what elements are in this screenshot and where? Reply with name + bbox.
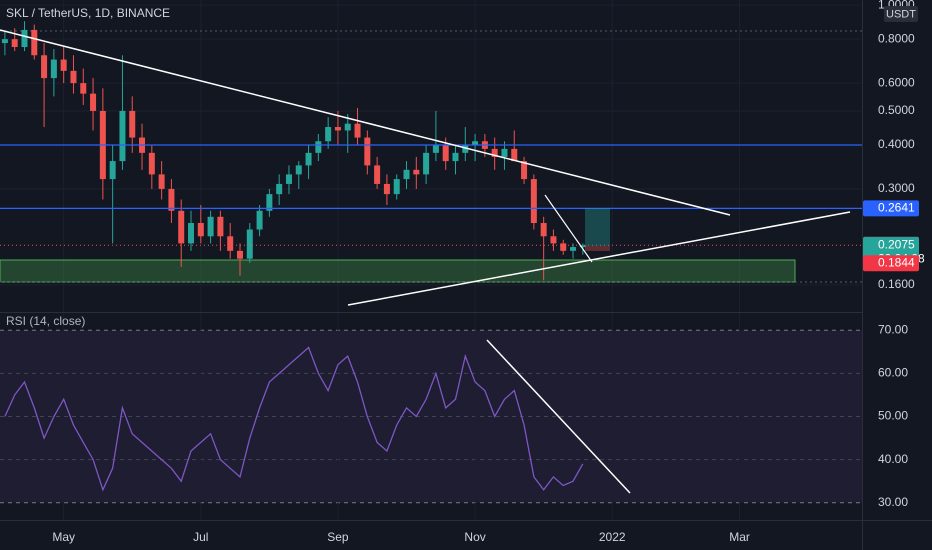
y-tick-label: 0.6000 bbox=[878, 75, 915, 89]
candle-body bbox=[11, 39, 18, 48]
y-tick-label: 0.4000 bbox=[878, 137, 915, 151]
price-label: 0.1844 bbox=[878, 255, 915, 269]
candle-body bbox=[432, 145, 439, 153]
candle-body bbox=[383, 183, 390, 195]
candle-body bbox=[109, 161, 116, 180]
candle-body bbox=[354, 123, 361, 138]
y-tick-label: 40.00 bbox=[878, 452, 908, 466]
x-tick-label: Sep bbox=[327, 530, 349, 544]
candle-body bbox=[236, 250, 243, 259]
candle-body bbox=[374, 165, 381, 184]
candle-body bbox=[560, 243, 567, 251]
candle-body bbox=[403, 169, 410, 180]
x-tick-label: Mar bbox=[729, 530, 750, 544]
candle-body bbox=[334, 127, 341, 131]
y-tick-label: 30.00 bbox=[878, 495, 908, 509]
axis-bg bbox=[862, 0, 932, 550]
rsi-trendline bbox=[486, 339, 631, 494]
candles bbox=[0, 21, 862, 492]
candle-body bbox=[217, 216, 224, 237]
candle-body bbox=[60, 59, 67, 71]
candle-body bbox=[413, 169, 420, 175]
candle-body bbox=[305, 152, 312, 166]
candle-body bbox=[31, 29, 38, 56]
y-tick-label: 70.00 bbox=[878, 322, 908, 336]
chart-title: SKL / TetherUS, 1D, BINANCE bbox=[6, 6, 170, 20]
price-label: 0.2641 bbox=[878, 201, 915, 215]
candle-body bbox=[50, 59, 57, 79]
candle-body bbox=[256, 210, 263, 230]
candle-body bbox=[472, 141, 479, 146]
rsi-band bbox=[0, 330, 862, 503]
candle-body bbox=[550, 236, 557, 244]
position-stop bbox=[585, 246, 610, 251]
price-label-bg bbox=[863, 200, 919, 217]
candle-body bbox=[295, 165, 302, 175]
x-tick-label: 2022 bbox=[599, 530, 626, 544]
y-tick-label: 60.00 bbox=[878, 366, 908, 380]
x-tick-label: Jul bbox=[193, 530, 208, 544]
candle-body bbox=[197, 223, 204, 237]
candle-body bbox=[246, 229, 253, 259]
position-target bbox=[585, 208, 610, 246]
trendline bbox=[347, 211, 851, 306]
y-tick-label: 0.3000 bbox=[878, 181, 915, 195]
candle-body bbox=[227, 236, 234, 251]
candle-body bbox=[119, 110, 126, 162]
candle-body bbox=[168, 188, 175, 211]
candle-body bbox=[501, 148, 508, 157]
candle-body bbox=[579, 245, 586, 248]
candle-body bbox=[364, 137, 371, 166]
candle-body bbox=[325, 127, 332, 142]
candle-body bbox=[1, 39, 8, 44]
candle-body bbox=[521, 161, 528, 180]
candle-body bbox=[41, 55, 48, 79]
candle-body bbox=[511, 148, 518, 162]
rsi-title: RSI (14, close) bbox=[6, 314, 85, 328]
rsi-line bbox=[4, 346, 584, 492]
candle-body bbox=[462, 145, 469, 153]
candle-body bbox=[452, 152, 459, 162]
candle-body bbox=[266, 194, 273, 211]
unit-box bbox=[884, 6, 918, 22]
x-tick-label: May bbox=[52, 530, 75, 544]
candle-body bbox=[276, 183, 283, 195]
x-tick-label: Nov bbox=[464, 530, 485, 544]
candle-body bbox=[80, 83, 87, 94]
candle-body bbox=[540, 223, 547, 237]
trendline bbox=[0, 29, 731, 216]
y-tick-label: 0.1600 bbox=[878, 277, 915, 291]
candle-body bbox=[21, 29, 28, 48]
candle-body bbox=[207, 216, 214, 237]
support-zone bbox=[0, 259, 796, 283]
candle-body bbox=[315, 141, 322, 153]
y-tick-label: 50.00 bbox=[878, 409, 908, 423]
price-label-bg bbox=[863, 255, 919, 272]
candle-body bbox=[491, 148, 498, 157]
trendline bbox=[544, 194, 593, 263]
candle-body bbox=[148, 152, 155, 175]
unit: USDT bbox=[886, 8, 916, 20]
candle-body bbox=[129, 110, 136, 138]
y-tick-label: 0.8000 bbox=[878, 31, 915, 45]
axis: 1.0000 0.8000 0.6000 0.5000 0.4000 0.3000 0.16… bbox=[52, 0, 925, 544]
candle-body bbox=[570, 247, 577, 251]
candle-body bbox=[70, 70, 77, 84]
candle-body bbox=[285, 174, 292, 184]
y-tick-label: 0.5000 bbox=[878, 103, 915, 117]
price-label: 0.2075 bbox=[878, 237, 915, 251]
candle-body bbox=[423, 152, 430, 175]
candle-body bbox=[90, 93, 97, 111]
candle-body bbox=[393, 179, 400, 195]
y-tick-label: 1.0000 bbox=[878, 0, 915, 11]
candle-body bbox=[188, 223, 195, 244]
candle-body bbox=[344, 123, 351, 131]
candle-body bbox=[178, 210, 185, 244]
candle-body bbox=[530, 179, 537, 224]
candle-body bbox=[442, 145, 449, 162]
candle-body bbox=[158, 174, 165, 189]
